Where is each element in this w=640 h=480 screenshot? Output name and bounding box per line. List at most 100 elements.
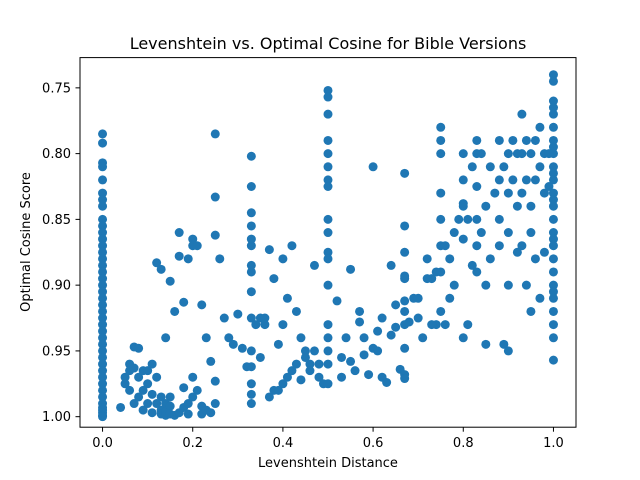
data-point [237,343,247,353]
data-point [98,267,108,277]
data-point [548,175,558,185]
data-point [305,359,315,369]
data-point [368,162,378,172]
data-point [98,234,108,244]
data-point [273,339,283,349]
y-axis-label: Optimal Cosine Score [19,172,34,312]
data-point [548,76,558,86]
data-point [98,221,108,231]
data-point [359,333,369,343]
data-point [548,188,558,198]
data-point [174,228,184,238]
plot-frame [79,57,577,428]
data-point [282,372,292,382]
y-tick-label: 0.90 [42,279,71,294]
data-point [246,151,256,161]
data-point [98,352,108,362]
data-point [323,214,333,224]
y-tick-label: 0.75 [42,81,71,96]
data-point [98,274,108,284]
data-point [152,258,162,268]
data-point [129,363,139,373]
data-point [440,241,450,251]
data-point [143,399,153,409]
data-point [418,333,428,343]
data-point [346,264,356,274]
data-point [323,135,333,145]
data-point [282,293,292,303]
data-point [215,254,225,264]
data-point [548,135,558,145]
data-point [454,214,464,224]
data-point [548,293,558,303]
data-point [291,359,301,369]
data-point [400,221,410,231]
data-point [373,346,383,356]
data-point [98,293,108,303]
data-point [255,352,265,362]
data-point [413,293,423,303]
data-point [467,162,477,172]
data-point [98,366,108,376]
data-point [503,346,513,356]
data-point [472,135,482,145]
data-point [400,343,410,353]
data-point [246,260,256,270]
data-point [494,135,504,145]
data-point [458,333,468,343]
data-point [246,182,256,191]
data-point [373,326,383,336]
data-point [224,333,234,343]
data-point [512,247,522,257]
data-point [287,241,297,251]
data-point [98,214,108,224]
data-point [548,142,558,152]
x-tick-label: 0.2 [182,436,203,451]
data-point [499,339,509,349]
data-point [521,135,531,145]
data-point [548,333,558,343]
data-point [147,359,157,369]
data-point [422,274,432,284]
data-point [183,399,193,409]
data-point [165,276,175,286]
data-point [98,201,108,211]
data-point [206,356,216,366]
data-point [120,372,130,382]
data-point [548,195,558,205]
data-point [246,379,256,389]
data-point [539,188,549,198]
data-point [436,149,446,159]
data-point [463,214,473,224]
data-point [134,372,144,382]
data-point [210,192,220,202]
data-point [323,379,333,389]
data-point [436,214,446,224]
data-point [246,221,256,231]
data-point [400,296,410,306]
data-point [98,175,108,185]
data-point [485,254,495,264]
data-point [323,333,333,343]
data-point [98,346,108,356]
data-point [98,287,108,297]
data-point [219,313,229,323]
x-tick-label: 0.6 [363,436,384,451]
data-point [490,188,500,198]
data-point [548,267,558,277]
data-point [323,280,333,290]
data-point [323,320,333,330]
data-point [548,122,558,132]
data-point [98,138,108,148]
data-point [548,96,558,106]
data-point [535,293,545,303]
data-point [530,175,540,185]
data-point [323,162,333,172]
data-point [503,149,513,159]
data-point [98,306,108,316]
data-point [246,267,256,277]
data-point [309,260,319,270]
x-tick-label: 0.4 [273,436,294,451]
data-point [183,254,193,264]
data-point [436,306,446,316]
